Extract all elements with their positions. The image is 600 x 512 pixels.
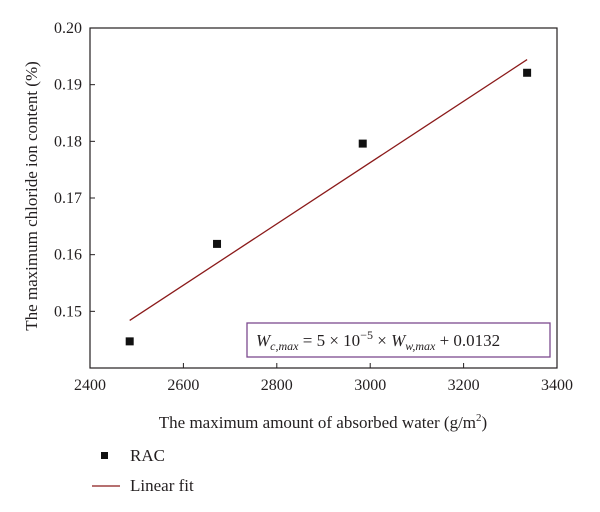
x-axis-title-end: ) bbox=[482, 413, 488, 432]
rac-points bbox=[125, 68, 532, 346]
x-tick-label: 3000 bbox=[354, 377, 386, 394]
rac-point bbox=[358, 139, 367, 148]
y-tick-label: 0.18 bbox=[54, 133, 82, 150]
plot-area-frame bbox=[89, 27, 558, 369]
x-axis-title: The maximum amount of absorbed water (g/… bbox=[159, 412, 487, 432]
legend-marker-rac bbox=[101, 452, 108, 459]
equation-box bbox=[246, 322, 551, 358]
x-axis-title-main: The maximum amount of absorbed water (g/… bbox=[159, 413, 476, 432]
rac-point bbox=[125, 337, 134, 346]
eq-times: × bbox=[373, 331, 391, 350]
equation-text: Wc,max = 5 × 10−5 × Ww,max + 0.0132 bbox=[256, 328, 500, 353]
y-tick-label: 0.20 bbox=[54, 20, 82, 37]
eq-sub2: w,max bbox=[405, 339, 436, 353]
eq-mid: = 5 × 10 bbox=[299, 331, 361, 350]
linear-fit-line bbox=[129, 59, 528, 322]
eq-exp: −5 bbox=[360, 328, 373, 342]
y-tick-label: 0.16 bbox=[54, 247, 82, 264]
x-axis-title-sup: 2 bbox=[476, 412, 482, 424]
eq-w1: W bbox=[256, 331, 272, 350]
x-axis-ticks: 2400 2600 2800 3000 3200 3400 bbox=[74, 363, 573, 394]
x-tick-label: 2600 bbox=[167, 377, 199, 394]
y-tick-label: 0.19 bbox=[54, 77, 82, 94]
x-tick-label: 2800 bbox=[261, 377, 293, 394]
rac-point bbox=[523, 68, 532, 77]
y-tick-label: 0.15 bbox=[54, 303, 82, 320]
x-tick-label: 3200 bbox=[448, 377, 480, 394]
equation-annotation: Wc,max = 5 × 10−5 × Ww,max + 0.0132 bbox=[246, 322, 551, 358]
eq-w2: W bbox=[391, 331, 407, 350]
y-axis-ticks: 0.15 0.16 0.17 0.18 0.19 0.20 bbox=[54, 20, 95, 320]
eq-tail: + 0.0132 bbox=[435, 331, 500, 350]
legend-label-fit: Linear fit bbox=[130, 476, 194, 495]
legend: RAC Linear fit bbox=[92, 446, 194, 495]
x-tick-label: 3400 bbox=[541, 377, 573, 394]
x-tick-label: 2400 bbox=[74, 377, 106, 394]
y-axis-title: The maximum chloride ion content (%) bbox=[22, 61, 41, 331]
rac-point bbox=[213, 239, 222, 248]
y-tick-label: 0.17 bbox=[54, 190, 82, 207]
legend-label-rac: RAC bbox=[130, 446, 165, 465]
eq-sub1: c,max bbox=[270, 339, 299, 353]
